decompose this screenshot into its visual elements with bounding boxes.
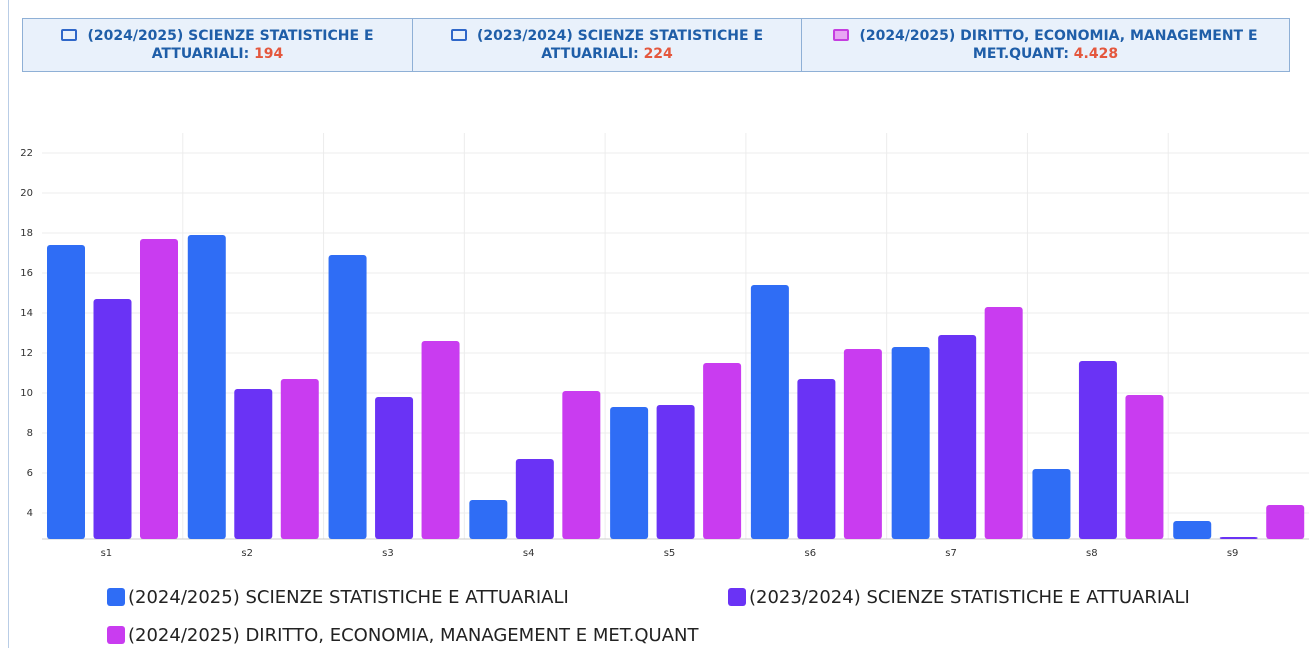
x-tick-label: s9 xyxy=(1227,548,1239,559)
stat-card: (2023/2024) SCIENZE STATISTICHE E ATTUAR… xyxy=(412,18,802,72)
y-tick-label: 10 xyxy=(20,388,33,399)
bar xyxy=(938,335,977,539)
bar xyxy=(421,341,460,539)
bar xyxy=(1219,537,1258,539)
x-tick-label: s2 xyxy=(241,548,253,559)
bar xyxy=(515,459,554,539)
y-tick-label: 12 xyxy=(20,348,33,359)
card-label: (2024/2025) SCIENZE STATISTICHE E ATTUAR… xyxy=(87,28,374,62)
legend-marker xyxy=(107,588,125,606)
bar xyxy=(891,347,930,539)
bar xyxy=(1125,395,1164,539)
y-tick-label: 4 xyxy=(27,508,33,519)
bar xyxy=(610,407,649,539)
bar xyxy=(187,235,226,539)
y-tick-label: 8 xyxy=(27,428,33,439)
card-value: 4.428 xyxy=(1073,46,1119,62)
legend-label: (2024/2025) DIRITTO, ECONOMIA, MANAGEMEN… xyxy=(128,625,699,646)
y-tick-label: 6 xyxy=(27,468,33,479)
bar xyxy=(703,363,742,539)
bar xyxy=(843,349,882,539)
card-value: 224 xyxy=(643,46,673,62)
y-tick-label: 14 xyxy=(20,308,33,319)
legend-label: (2024/2025) SCIENZE STATISTICHE E ATTUAR… xyxy=(128,587,569,608)
card-label: (2023/2024) SCIENZE STATISTICHE E ATTUAR… xyxy=(476,28,764,62)
stat-card: (2024/2025) DIRITTO, ECONOMIA, MANAGEMEN… xyxy=(801,18,1290,72)
y-tick-label: 16 xyxy=(20,268,33,279)
y-tick-label: 18 xyxy=(20,228,33,239)
bar xyxy=(797,379,836,539)
bar xyxy=(1173,521,1212,539)
card-label: (2024/2025) DIRITTO, ECONOMIA, MANAGEMEN… xyxy=(859,28,1258,62)
x-tick-label: s6 xyxy=(804,548,816,559)
bar xyxy=(328,255,367,539)
y-tick-label: 22 xyxy=(20,148,33,159)
x-tick-label: s3 xyxy=(382,548,394,559)
card-value: 194 xyxy=(254,46,284,62)
legend-marker xyxy=(728,588,746,606)
bar xyxy=(1266,505,1305,539)
bar xyxy=(1078,361,1117,539)
bar xyxy=(984,307,1023,539)
y-tick-label: 20 xyxy=(20,188,33,199)
bar xyxy=(469,500,508,539)
side-border xyxy=(8,0,9,648)
x-tick-label: s4 xyxy=(523,548,535,559)
bar xyxy=(140,239,178,539)
bar xyxy=(47,245,85,539)
bar xyxy=(1032,469,1071,539)
bar xyxy=(562,391,601,539)
bar xyxy=(656,405,695,539)
x-tick-label: s1 xyxy=(101,548,113,559)
bar xyxy=(750,285,789,539)
x-tick-label: s7 xyxy=(945,548,957,559)
bar xyxy=(375,397,414,539)
x-tick-label: s8 xyxy=(1086,548,1098,559)
bar xyxy=(93,299,132,539)
legend-marker xyxy=(107,626,125,644)
x-tick-label: s5 xyxy=(664,548,676,559)
legend-label: (2023/2024) SCIENZE STATISTICHE E ATTUAR… xyxy=(749,587,1190,608)
bar xyxy=(234,389,273,539)
stat-card: (2024/2025) SCIENZE STATISTICHE E ATTUAR… xyxy=(22,18,413,72)
bar xyxy=(280,379,319,539)
